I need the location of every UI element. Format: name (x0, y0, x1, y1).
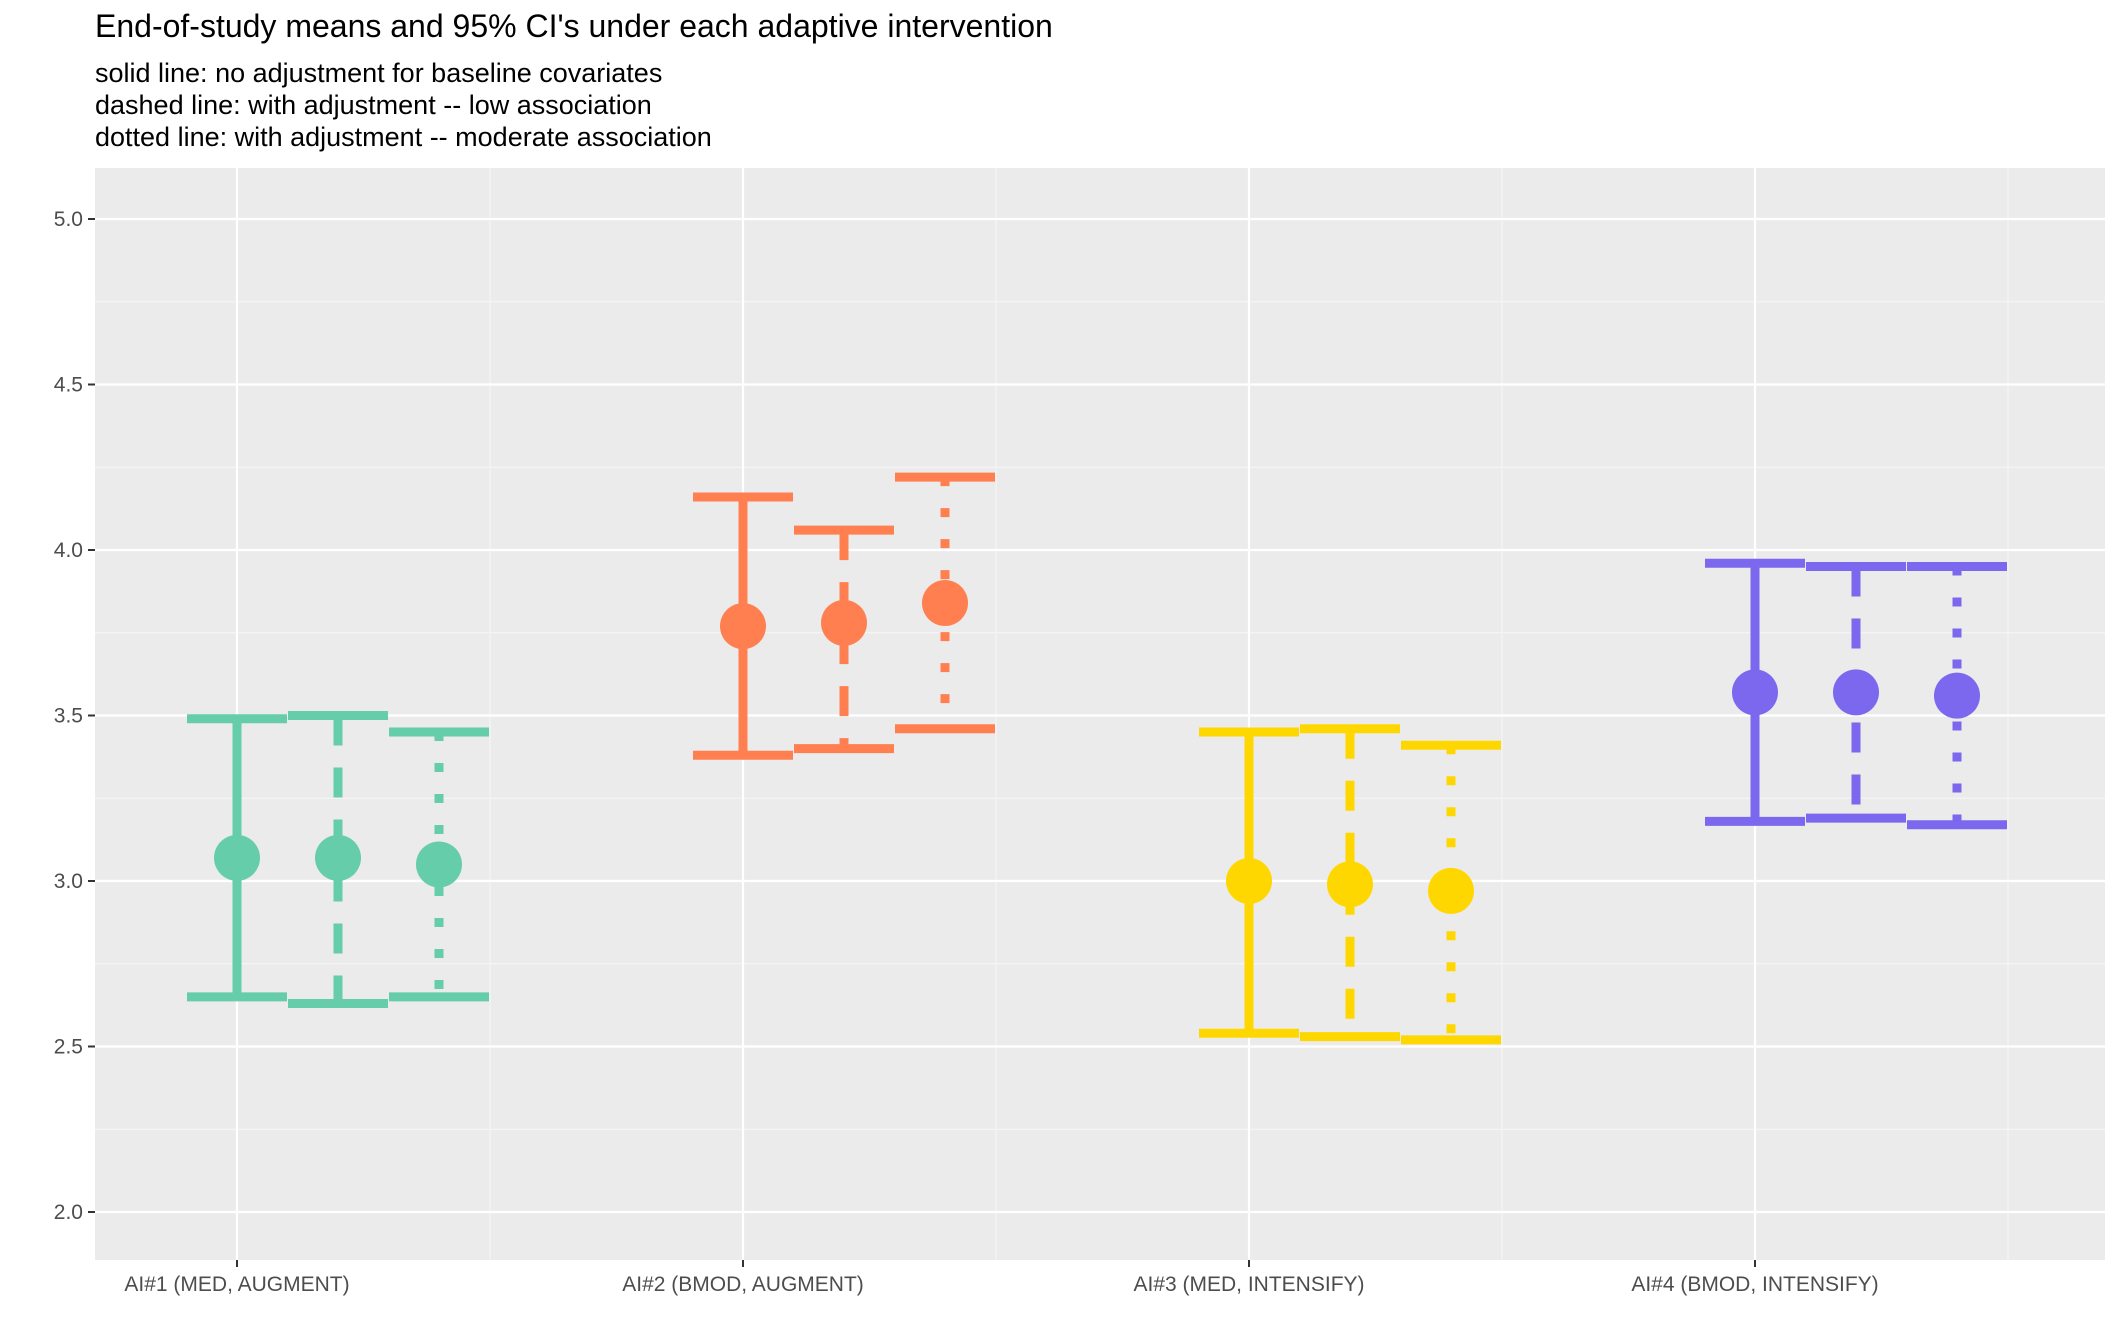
chart-subtitle-line-1: solid line: no adjustment for baseline c… (95, 58, 663, 88)
mean-point (416, 841, 462, 888)
chart-title: End-of-study means and 95% CI's under ea… (95, 8, 1053, 44)
mean-point (720, 603, 766, 650)
mean-point (1833, 669, 1879, 716)
chart-subtitle-line-3: dotted line: with adjustment -- moderate… (95, 122, 712, 152)
mean-point (821, 599, 867, 646)
x-tick-label: AI#4 (BMOD, INTENSIFY) (1631, 1273, 1878, 1296)
mean-point (315, 834, 361, 881)
mean-point (1226, 858, 1272, 904)
y-tick-label: 4.0 (54, 539, 83, 562)
x-tick-label: AI#3 (MED, INTENSIFY) (1133, 1273, 1364, 1296)
mean-point (1732, 669, 1778, 716)
y-tick-label: 2.0 (54, 1201, 83, 1224)
mean-point (1327, 861, 1373, 908)
y-tick-label: 4.5 (54, 374, 83, 397)
x-tick-label: AI#2 (BMOD, AUGMENT) (622, 1273, 864, 1296)
mean-point (214, 834, 260, 881)
mean-point (922, 579, 968, 626)
y-tick-label: 3.0 (54, 870, 83, 893)
plot-panel (95, 168, 2105, 1260)
y-tick-label: 2.5 (54, 1036, 83, 1059)
chart-subtitle-line-2: dashed line: with adjustment -- low asso… (95, 90, 652, 120)
y-tick-label: 3.5 (54, 705, 83, 728)
x-tick-label: AI#1 (MED, AUGMENT) (124, 1273, 349, 1296)
y-tick-label: 5.0 (54, 208, 83, 231)
mean-point (1428, 867, 1474, 914)
mean-point (1934, 672, 1980, 719)
